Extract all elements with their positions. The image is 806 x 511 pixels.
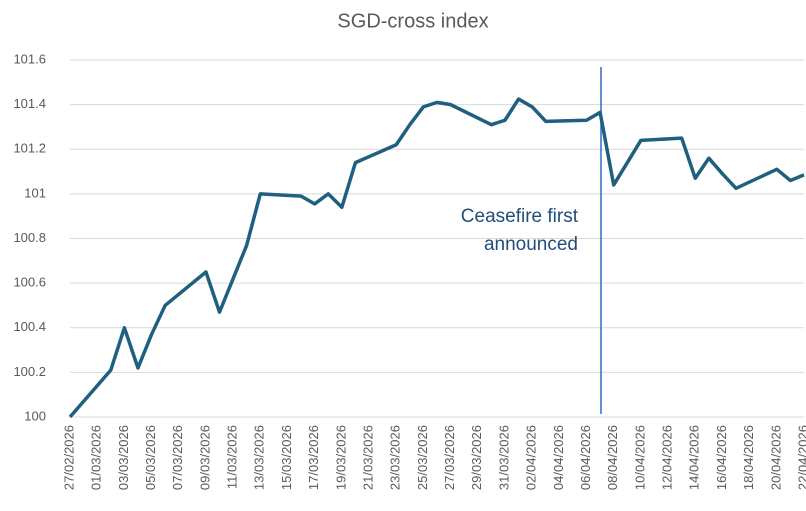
y-tick-label: 101.2 <box>13 141 46 156</box>
x-tick-label: 23/03/2026 <box>388 425 403 490</box>
x-tick-label: 31/03/2026 <box>496 425 511 490</box>
y-tick-label: 101 <box>24 185 46 200</box>
x-tick-label: 09/03/2026 <box>197 425 212 490</box>
x-tick-label: 25/03/2026 <box>415 425 430 490</box>
x-tick-label: 15/03/2026 <box>279 425 294 490</box>
y-tick-label: 100 <box>24 408 46 423</box>
data-line <box>68 97 805 419</box>
x-tick-label: 16/04/2026 <box>714 425 729 490</box>
x-tick-label: 03/03/2026 <box>116 425 131 490</box>
x-tick-label: 21/03/2026 <box>360 425 375 490</box>
x-tick-label: 18/04/2026 <box>741 425 756 490</box>
x-tick-label: 19/03/2026 <box>333 425 348 490</box>
y-tick-label: 101.6 <box>13 51 46 66</box>
y-tick-label: 100.8 <box>13 230 46 245</box>
x-tick-label: 05/03/2026 <box>143 425 158 490</box>
x-tick-label: 22/04/2026 <box>795 425 806 490</box>
x-tick-label: 07/03/2026 <box>170 425 185 490</box>
x-tick-label: 27/02/2026 <box>61 425 76 490</box>
x-tick-label: 29/03/2026 <box>469 425 484 490</box>
x-tick-label: 08/04/2026 <box>605 425 620 490</box>
y-tick-label: 101.4 <box>13 96 46 111</box>
x-tick-label: 20/04/2026 <box>768 425 783 490</box>
chart-title: SGD-cross index <box>337 10 488 32</box>
x-tick-label: 12/04/2026 <box>660 425 675 490</box>
x-tick-label: 10/04/2026 <box>632 425 647 490</box>
x-tick-label: 06/04/2026 <box>578 425 593 490</box>
x-tick-label: 01/03/2026 <box>89 425 104 490</box>
x-tick-label: 02/04/2026 <box>524 425 539 490</box>
x-tick-label: 14/04/2026 <box>687 425 702 490</box>
y-tick-label: 100.6 <box>13 275 46 290</box>
x-tick-label: 27/03/2026 <box>442 425 457 490</box>
x-tick-label: 11/03/2026 <box>225 425 240 489</box>
annotation: announced <box>484 234 578 255</box>
annotation: Ceasefire first <box>461 206 579 227</box>
x-tick-label: 17/03/2026 <box>306 425 321 490</box>
x-tick-label: 04/04/2026 <box>551 425 566 490</box>
y-tick-label: 100.4 <box>13 319 46 334</box>
y-tick-label: 100.2 <box>13 364 46 379</box>
x-tick-label: 13/03/2026 <box>252 425 267 490</box>
